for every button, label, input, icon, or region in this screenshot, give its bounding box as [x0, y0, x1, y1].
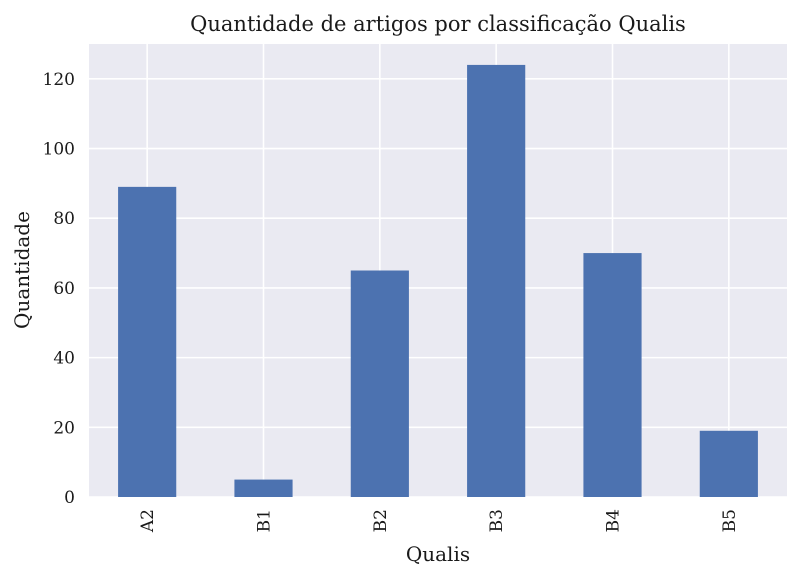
plot-area	[89, 44, 787, 497]
x-tick-label-B2: B2	[371, 509, 391, 532]
x-tick-label-B4: B4	[604, 509, 624, 532]
x-tick-label-A2: A2	[138, 509, 158, 533]
y-tick-label-0: 0	[64, 488, 75, 508]
y-tick-label-20: 20	[53, 418, 75, 438]
x-axis-label: Qualis	[406, 542, 470, 566]
y-tick-label-120: 120	[43, 70, 75, 90]
y-tick-label-100: 100	[43, 140, 75, 160]
x-tick-label-B5: B5	[720, 509, 740, 532]
y-tick-label-40: 40	[53, 349, 75, 369]
bar-B1	[234, 479, 293, 497]
y-axis-label: Quantidade	[10, 211, 34, 329]
bar-B5	[699, 430, 758, 497]
y-axis-ticks: 0 20 40 60 80 100 120	[43, 70, 75, 508]
y-tick-label-60: 60	[53, 279, 75, 299]
bar-A2	[118, 186, 177, 497]
bars	[118, 64, 758, 498]
x-axis-ticks: A2 B1 B2 B3 B4 B5	[138, 509, 740, 533]
bar-B2	[350, 270, 409, 497]
x-tick-label-B1: B1	[255, 509, 275, 532]
bar-B3	[467, 64, 526, 498]
y-tick-label-80: 80	[53, 209, 75, 229]
bar-B4	[583, 253, 642, 497]
chart-title: Quantidade de artigos por classificação …	[190, 12, 686, 36]
x-tick-label-B3: B3	[487, 509, 507, 532]
